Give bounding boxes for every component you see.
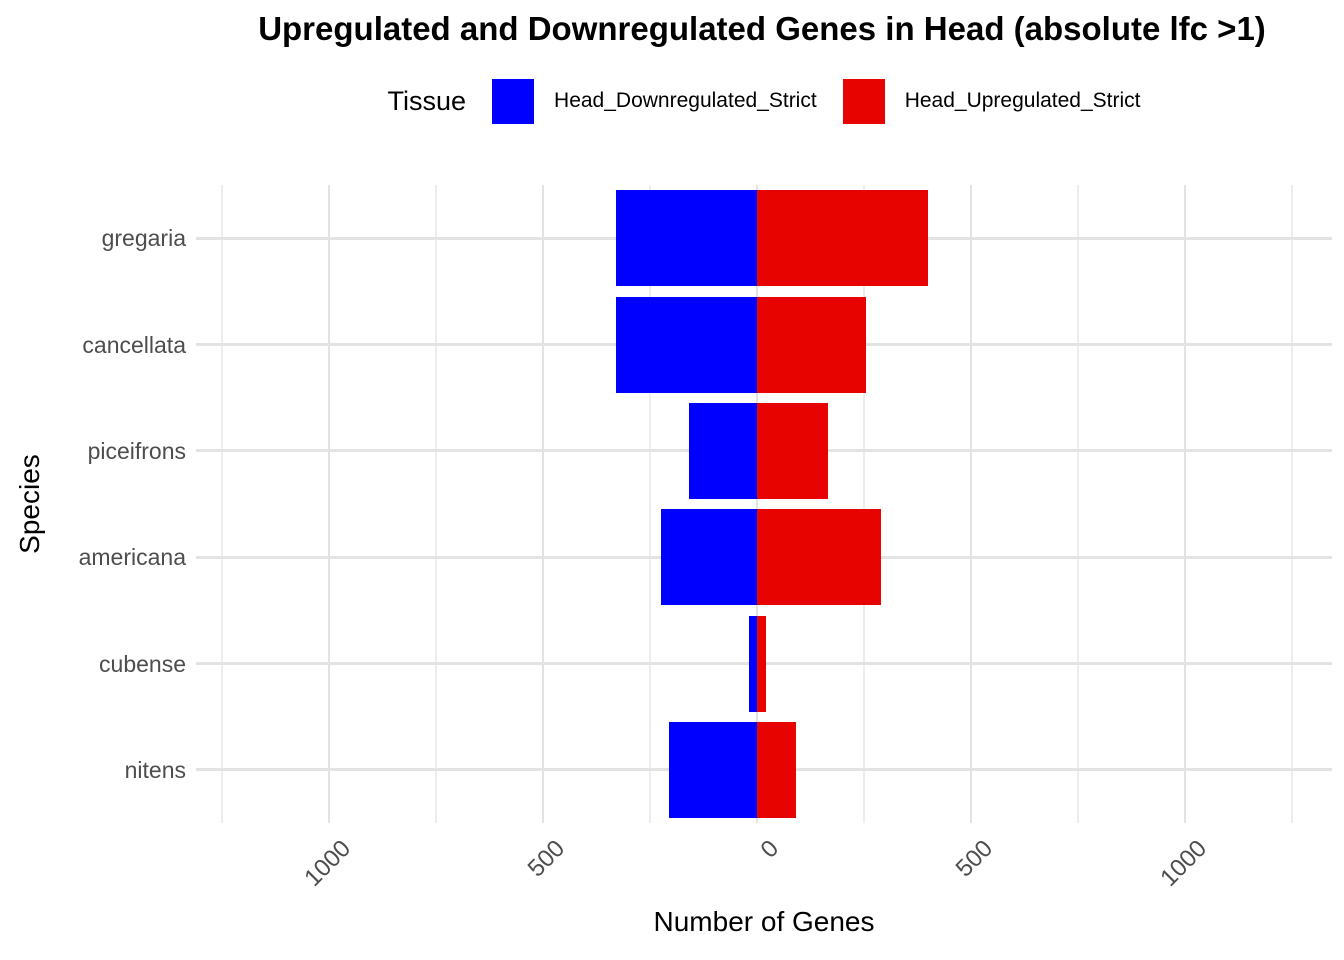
- gridline-vertical-minor: [649, 185, 651, 823]
- y-axis-label-americana: americana: [78, 544, 186, 571]
- gridline-vertical-minor: [863, 185, 865, 823]
- legend-swatch-upregulated-icon: [842, 78, 885, 124]
- gridline-vertical-major: [756, 185, 759, 823]
- x-axis-title: Number of Genes: [653, 906, 875, 937]
- y-axis-title: Species: [14, 454, 45, 554]
- bar-upregulated-nitens: [757, 721, 796, 818]
- bar-upregulated-americana: [757, 509, 882, 606]
- bar-upregulated-cancellata: [757, 296, 867, 393]
- legend-label-downregulated: Head_Downregulated_Strict: [554, 89, 817, 112]
- y-axis-label-gregaria: gregaria: [101, 225, 186, 252]
- bar-downregulated-nitens: [669, 721, 758, 818]
- y-axis-label-cubense: cubense: [99, 650, 186, 677]
- x-axis-tick-label: 500: [950, 835, 999, 883]
- y-axis-label-nitens: nitens: [124, 756, 186, 783]
- legend-item-downregulated: Head_Downregulated_Strict: [492, 78, 817, 124]
- x-axis-tick-label: 500: [522, 835, 571, 883]
- gridline-vertical-minor: [435, 185, 437, 823]
- bar-upregulated-piceifrons: [757, 402, 828, 499]
- x-axis-tick-label: 1000: [1155, 835, 1213, 892]
- legend: Tissue Head_Downregulated_Strict Head_Up…: [196, 76, 1332, 126]
- bar-upregulated-cubense: [757, 615, 766, 712]
- bar-downregulated-cancellata: [615, 296, 758, 393]
- x-axis-tick-label: 1000: [299, 835, 357, 892]
- chart-title: Upregulated and Downregulated Genes in H…: [258, 10, 1266, 47]
- plot-panel: [196, 185, 1332, 823]
- gridline-vertical-minor: [1077, 185, 1079, 823]
- gridline-vertical-major: [970, 185, 973, 823]
- gridline-vertical-minor: [1291, 185, 1293, 823]
- bar-downregulated-piceifrons: [688, 402, 758, 499]
- legend-title: Tissue: [387, 85, 467, 116]
- bar-downregulated-americana: [660, 509, 758, 606]
- bar-downregulated-cubense: [748, 615, 758, 712]
- x-axis-tick-label: 0: [755, 835, 785, 864]
- legend-swatch-downregulated-icon: [492, 78, 535, 124]
- legend-label-upregulated: Head_Upregulated_Strict: [904, 89, 1141, 112]
- gridline-vertical-major: [542, 185, 545, 823]
- bar-upregulated-gregaria: [757, 190, 929, 287]
- y-axis-label-piceifrons: piceifrons: [87, 437, 186, 464]
- gridline-vertical-major: [1184, 185, 1187, 823]
- y-axis-label-cancellata: cancellata: [82, 331, 186, 358]
- gridline-vertical-minor: [221, 185, 223, 823]
- legend-item-upregulated: Head_Upregulated_Strict: [842, 78, 1141, 124]
- bar-downregulated-gregaria: [615, 190, 758, 287]
- gridline-vertical-major: [328, 185, 331, 823]
